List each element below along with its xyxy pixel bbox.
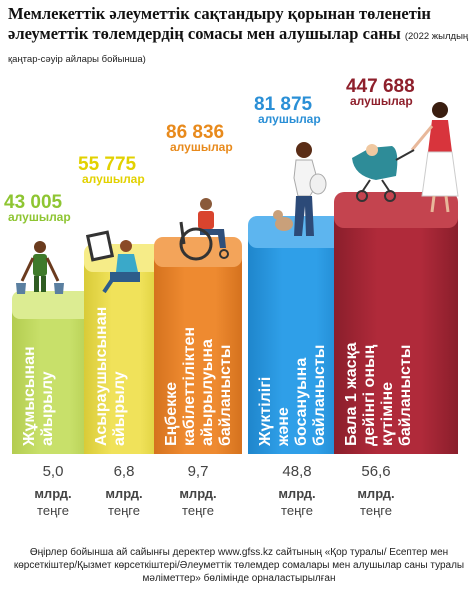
amount-value: 48,8	[282, 463, 311, 480]
bar-3: Еңбеккекабілеттіліктенайырылуынабайланыс…	[154, 237, 242, 454]
pregnant-woman-icon	[273, 142, 327, 236]
recipients-value: 55 775	[78, 154, 137, 175]
amount-value: 6,8	[114, 463, 135, 480]
bar-category-label: Бала 1 жасқадейінгі оныңкүтімінебайланыс…	[343, 342, 414, 446]
chart: Жұмысынанайырылу Асыраушысынанайырылу Еңбе…	[4, 76, 459, 518]
amount-unit: теңге	[182, 503, 214, 518]
recipients-value: 81 875	[254, 94, 313, 115]
bar-category-label: Асыраушысынанайырылу	[93, 307, 128, 446]
chart-title-text: Мемлекеттік әлеуметтік сақтандыру қорына…	[8, 4, 431, 43]
recipients-unit: алушылар	[82, 172, 145, 186]
amount-unit: млрд.	[34, 486, 71, 501]
bar-body	[12, 305, 94, 454]
bar-cap	[334, 192, 458, 228]
amount-unit: теңге	[37, 503, 69, 518]
bar-body	[248, 232, 346, 454]
chart-title: Мемлекеттік әлеуметтік сақтандыру қорына…	[8, 4, 470, 70]
bar-5: Бала 1 жасқадейінгі оныңкүтімінебайланыс…	[334, 192, 458, 454]
recipients-value: 43 005	[4, 192, 63, 213]
chart-subtitle: (2022 жылдың қаңтар-сәуір айлары бойынша…	[8, 31, 469, 65]
bar-body	[154, 252, 242, 454]
worker-icon	[16, 241, 64, 294]
amount-value: 9,7	[188, 463, 209, 480]
wheelchair-icon	[179, 198, 229, 261]
recipients-unit: алушылар	[170, 140, 233, 154]
amount-unit: теңге	[281, 503, 313, 518]
mother-stroller-icon	[352, 102, 459, 213]
recipients-unit: алушылар	[8, 210, 71, 224]
recipients-value: 447 688	[346, 76, 415, 97]
amount-unit: теңге	[108, 503, 140, 518]
bar-1: Жұмысынанайырылу	[12, 291, 94, 454]
amount-unit: млрд.	[105, 486, 142, 501]
amount-value: 5,0	[43, 463, 64, 480]
bar-body	[334, 210, 458, 454]
bar-cap	[154, 237, 242, 267]
amount-unit: млрд.	[278, 486, 315, 501]
recipients-value: 86 836	[166, 122, 224, 143]
amount-unit: теңге	[360, 503, 392, 518]
bar-category-label: Жұмысынанайырылу	[21, 346, 56, 447]
bar-body	[84, 258, 164, 454]
recipients-unit: алушылар	[258, 112, 321, 126]
bar-category-label: Еңбеккекабілеттіліктенайырылуынабайланыс…	[163, 327, 234, 446]
bar-cap	[12, 291, 94, 319]
bar-category-label: Жүктілігіжәнебосануынабайланысты	[257, 345, 328, 447]
seated-woman-icon	[85, 230, 140, 294]
bar-4: Жүктілігіжәнебосануынабайланысты	[248, 216, 346, 454]
recipients-unit: алушылар	[350, 94, 413, 108]
amount-unit: млрд.	[357, 486, 394, 501]
amount-unit: млрд.	[179, 486, 216, 501]
amount-value: 56,6	[361, 463, 390, 480]
footnote: Өңірлер бойынша ай сайынғы деректер www.…	[13, 547, 465, 584]
